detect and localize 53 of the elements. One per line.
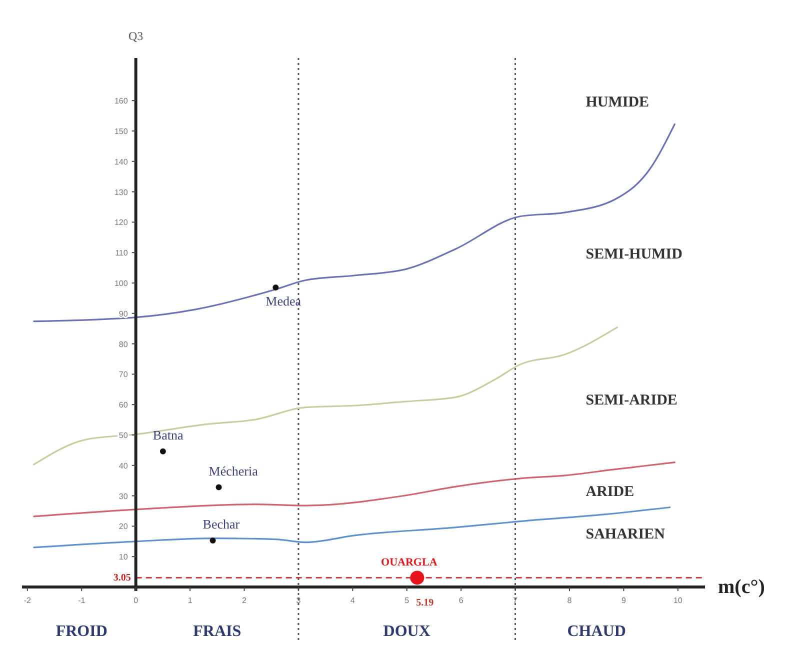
y-tick-label: 110 <box>115 248 128 258</box>
y-tick-label: 60 <box>118 400 128 410</box>
series-label: Batna <box>152 427 184 442</box>
x-tick-label: 5 <box>404 596 410 605</box>
x-tick-label: 8 <box>567 596 572 605</box>
text: CHAUD <box>567 623 626 640</box>
x-tick-label: 3 <box>296 596 302 605</box>
x-tick-label: 9 <box>621 596 626 605</box>
x-axis-title: m(c°) <box>718 576 765 598</box>
x-tick-label: 10 <box>673 596 683 605</box>
line-series <box>33 506 671 548</box>
annotation: 5.19 <box>416 598 434 609</box>
annotation: SAHARIEN <box>586 526 666 542</box>
y-tick-label: 30 <box>118 492 128 501</box>
y-axis-title: Q3 <box>128 29 144 43</box>
y-tick-label: 10 <box>118 552 128 562</box>
x-tick-label: -2 <box>24 596 32 605</box>
ref-line-label: 3.05 <box>113 572 131 584</box>
point <box>216 484 222 490</box>
annotation: SEMI-HUMID <box>586 246 683 263</box>
y-tick-label: 120 <box>114 218 128 228</box>
annotation: HUMIDE <box>586 94 650 111</box>
x-tick-label: 4 <box>350 596 356 605</box>
y-tick-label: 70 <box>118 370 128 380</box>
point <box>210 537 216 544</box>
y-tick-label: 20 <box>118 522 128 532</box>
point <box>160 448 166 454</box>
x-tick-label: -1 <box>78 596 86 605</box>
series-label: Mécheria <box>208 463 258 478</box>
y-tick-label: 40 <box>118 461 128 470</box>
text: FROID <box>56 623 108 640</box>
y-tick-label: 90 <box>118 309 128 318</box>
x-tick-label: 7 <box>513 596 518 605</box>
x-tick-label: 1 <box>188 596 193 605</box>
x-tick-label: 2 <box>242 596 248 605</box>
line-series <box>33 462 676 518</box>
text: DOUX <box>383 623 431 640</box>
series-label: OUARGLA <box>381 556 438 569</box>
y-tick-label: 150 <box>114 126 128 136</box>
x-tick-label: 0 <box>134 596 139 605</box>
annotation: ARIDE <box>586 484 634 500</box>
y-tick-label: 130 <box>114 188 128 197</box>
text: FRAIS <box>193 623 242 640</box>
point <box>272 284 279 291</box>
series-label: Bechar <box>202 516 240 532</box>
y-tick-label: 140 <box>114 157 128 166</box>
y-tick-label: 100 <box>114 278 128 288</box>
x-tick-label: 6 <box>458 596 464 605</box>
y-tick-label: 80 <box>118 340 128 349</box>
y-tick-label: 160 <box>114 96 128 106</box>
annotation: SEMI-ARIDE <box>586 392 678 409</box>
series-label: Medea <box>266 294 302 309</box>
point <box>410 570 424 585</box>
